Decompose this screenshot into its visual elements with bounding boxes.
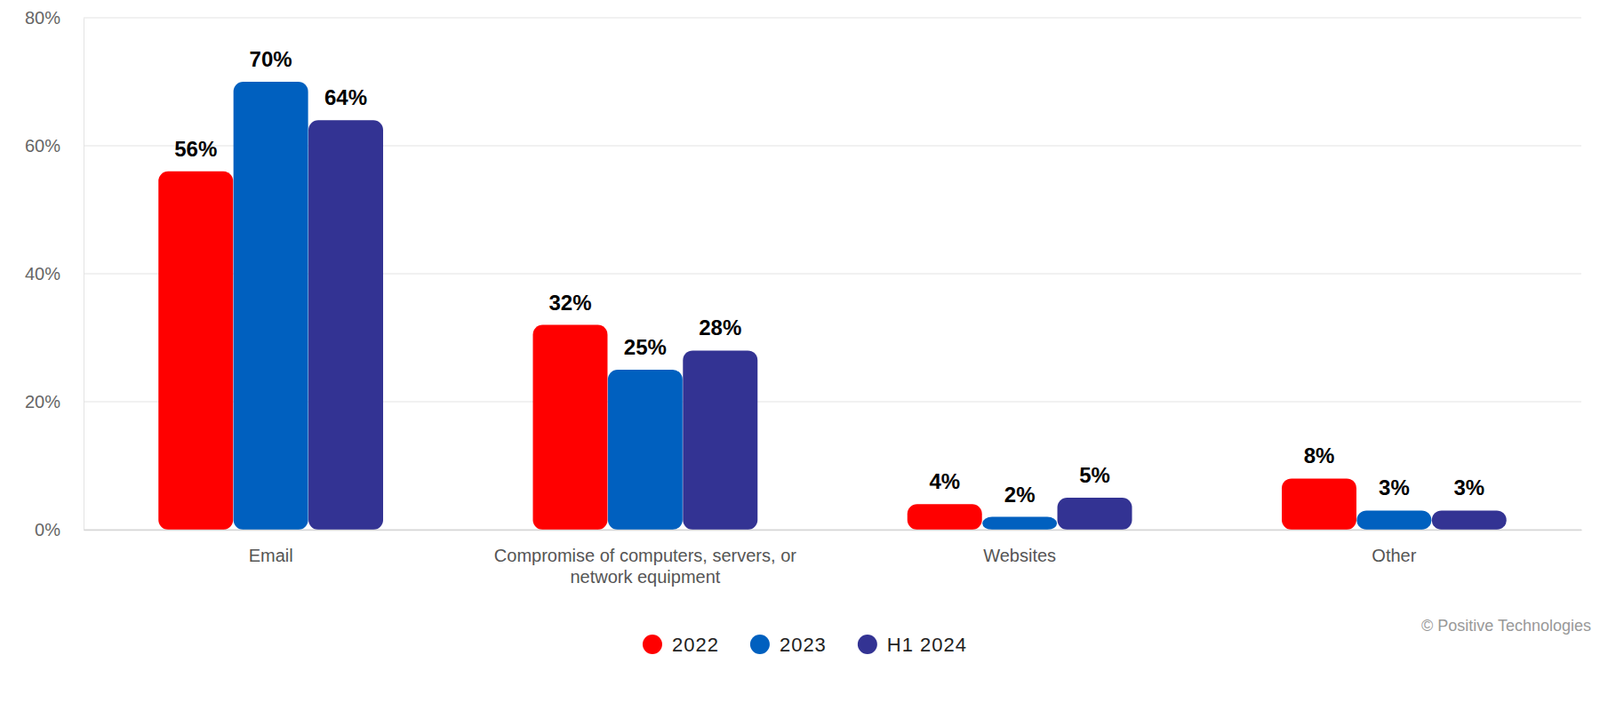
- grid-line: [83, 528, 1582, 530]
- bar: [1057, 497, 1133, 530]
- y-tick: 0%: [34, 520, 84, 540]
- y-axis-line: [83, 18, 85, 531]
- x-tick: Email: [248, 529, 294, 566]
- bar: [982, 517, 1057, 530]
- data-labels: 56% 32% 4% 8% 70% 25% 2% 3% 64% 28% 5% 3%: [174, 47, 1485, 507]
- data-label: 70%: [249, 47, 293, 72]
- bar: [907, 504, 983, 530]
- y-tick-label: 20%: [24, 392, 61, 412]
- y-tick: 20%: [24, 392, 84, 412]
- data-label: 56%: [174, 136, 217, 161]
- grid-line: [83, 272, 1582, 274]
- x-tick: Compromise of computers, servers, ornetw…: [494, 529, 797, 587]
- x-tick-label: Compromise of computers, servers, ornetw…: [494, 545, 797, 587]
- x-axis-line: [84, 529, 1583, 532]
- grid-line: [83, 400, 1582, 402]
- bar-series: [233, 81, 1432, 530]
- y-tick-label: 80%: [24, 8, 61, 28]
- grid: [83, 17, 1582, 530]
- data-label: 5%: [1079, 463, 1111, 488]
- data-label: 25%: [624, 335, 667, 360]
- data-label: 2%: [1004, 482, 1036, 507]
- grid-line: [83, 144, 1582, 146]
- y-tick: 60%: [24, 136, 84, 156]
- bar: [1356, 510, 1432, 530]
- legend-label: H1 2024: [887, 633, 968, 656]
- legend-swatch: [857, 634, 878, 655]
- x-tick-label-line: Other: [1371, 545, 1416, 566]
- x-tick-label: Other: [1371, 545, 1416, 566]
- legend: 2022 2023 H1 2024: [642, 633, 968, 656]
- bar: [682, 350, 758, 530]
- legend-item: 2023: [750, 633, 827, 656]
- data-label: 64%: [324, 85, 368, 110]
- x-tick-label-line: Email: [248, 545, 294, 566]
- data-label: 3%: [1453, 475, 1485, 500]
- bar-series: [308, 120, 1507, 530]
- bar: [1281, 478, 1357, 530]
- x-tick-label-line: Compromise of computers, servers, or: [494, 545, 797, 566]
- x-tick-label: Websites: [983, 545, 1056, 566]
- x-tick-label-line: network equipment: [569, 567, 720, 587]
- y-tick-label: 60%: [24, 136, 61, 156]
- y-axis: 0% 20% 40% 60% 80%: [24, 8, 85, 540]
- data-label: 4%: [928, 469, 960, 494]
- source: © Positive Technologies: [1421, 616, 1592, 635]
- data-label: 32%: [548, 290, 592, 315]
- y-tick-label: 0%: [34, 520, 61, 540]
- bar: [158, 171, 233, 530]
- bar: [233, 81, 309, 530]
- bar: [1432, 510, 1507, 530]
- legend-swatch: [642, 634, 663, 655]
- chart: 0% 20% 40% 60% 80% Email Compromise of compute…: [0, 0, 1600, 711]
- legend-label: 2022: [672, 633, 720, 656]
- bar: [608, 369, 683, 530]
- legend-item: H1 2024: [857, 633, 968, 656]
- legend-item: 2022: [642, 633, 720, 656]
- data-label: 3%: [1378, 475, 1410, 500]
- bar: [533, 325, 608, 530]
- x-tick-label: Email: [248, 545, 294, 566]
- legend-swatch: [750, 634, 770, 655]
- data-label: 8%: [1304, 443, 1336, 468]
- bars: [158, 81, 1507, 530]
- x-axis: Email Compromise of computers, servers, o…: [84, 529, 1583, 587]
- legend-label: 2023: [779, 633, 827, 656]
- bar: [308, 120, 384, 530]
- y-tick: 40%: [24, 264, 84, 284]
- y-tick-label: 40%: [24, 264, 61, 284]
- x-tick: Websites: [983, 529, 1056, 566]
- data-label: 28%: [698, 315, 742, 340]
- y-tick: 80%: [24, 8, 84, 28]
- x-tick-label-line: Websites: [983, 545, 1056, 566]
- x-tick: Other: [1371, 529, 1416, 566]
- grid-line: [83, 16, 1582, 18]
